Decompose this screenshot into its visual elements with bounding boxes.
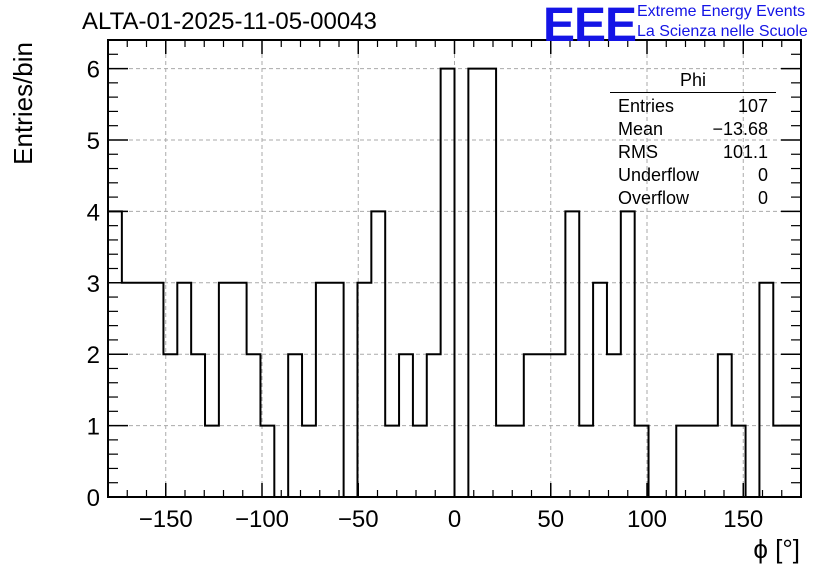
logo-text-line1: Extreme Energy Events bbox=[637, 3, 806, 20]
stats-value: 101.1 bbox=[722, 142, 768, 162]
y-tick-label: 2 bbox=[87, 342, 100, 369]
stats-label: Underflow bbox=[618, 165, 700, 185]
stats-title: Phi bbox=[610, 70, 776, 93]
y-axis-label: Entries/bin bbox=[8, 42, 38, 165]
y-tick-label: 6 bbox=[87, 57, 100, 84]
stats-value: 0 bbox=[757, 188, 768, 208]
y-tick-label: 1 bbox=[87, 414, 100, 441]
stats-value: 107 bbox=[737, 96, 768, 116]
eee-logo: EEE bbox=[543, 0, 637, 52]
stats-label: Overflow bbox=[618, 188, 690, 208]
x-tick-label: −100 bbox=[235, 506, 289, 533]
stats-label: Mean bbox=[618, 119, 664, 139]
x-tick-label: 50 bbox=[537, 506, 564, 533]
stats-label: RMS bbox=[618, 142, 658, 162]
x-tick-label: −150 bbox=[139, 506, 193, 533]
y-tick-label: 5 bbox=[87, 128, 100, 155]
stats-row-overflow: Overflow 0 bbox=[610, 187, 776, 210]
stats-value: 0 bbox=[757, 165, 768, 185]
stats-label: Entries bbox=[618, 96, 675, 116]
x-tick-label: 150 bbox=[723, 506, 763, 533]
chart-title: ALTA-01-2025-11-05-00043 bbox=[82, 8, 377, 35]
tick-labels: −150 −100 −50 0 50 100 150 0 1 2 3 4 5 6 bbox=[87, 57, 764, 533]
plot-frame bbox=[107, 39, 802, 498]
stats-row-entries: Entries 107 bbox=[610, 95, 776, 118]
stats-row-mean: Mean −13.68 bbox=[610, 118, 776, 141]
stats-row-underflow: Underflow 0 bbox=[610, 164, 776, 187]
logo-text-line2: La Scienza nelle Scuole bbox=[637, 23, 808, 40]
y-tick-label: 3 bbox=[87, 271, 100, 298]
histogram-series bbox=[108, 67, 801, 498]
x-tick-label: 0 bbox=[448, 506, 461, 533]
x-tick-label: −50 bbox=[338, 506, 379, 533]
stats-row-rms: RMS 101.1 bbox=[610, 141, 776, 164]
x-axis-label: ϕ [°] bbox=[753, 534, 800, 564]
x-tick-label: 100 bbox=[627, 506, 667, 533]
stats-value: −13.68 bbox=[712, 119, 768, 139]
y-tick-label: 4 bbox=[87, 199, 100, 226]
y-tick-label: 0 bbox=[87, 485, 100, 512]
stats-box: Phi Entries 107 Mean −13.68 RMS 101.1 Un… bbox=[610, 70, 776, 210]
